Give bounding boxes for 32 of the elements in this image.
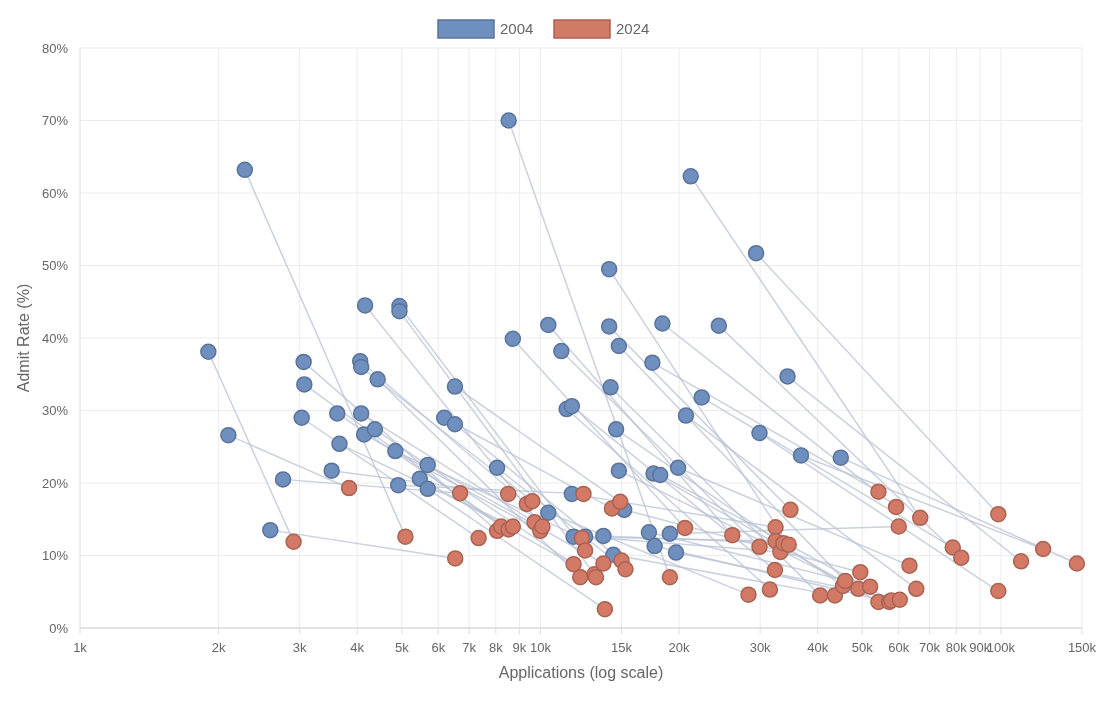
y-tick-label: 70% [41,113,69,128]
x-axis-title: Applications (log scale) [498,664,664,681]
x-tick-label: 40k [807,640,829,655]
x-tick-label: 60k [888,640,910,655]
x-tick-label: 15k [611,640,633,655]
x-tick-label: 8k [488,640,504,655]
y-tick-label: 50% [41,258,69,273]
x-tick-label: 80k [945,640,968,655]
x-tick-label: 9k [512,640,527,655]
y-tick-label: 0% [49,620,69,636]
y-tick-label: 60% [41,185,69,201]
legend-label: 2004 [500,20,534,37]
x-tick-label: 6k [431,640,446,655]
y-axis-title: Admit Rate (%) [15,283,32,393]
x-tick-label: 30k [749,640,772,655]
legend-label: 2024 [616,20,650,37]
x-tick-label: 10k [529,640,552,655]
x-tick-label: 1k [73,640,88,655]
x-tick-label: 4k [350,640,365,655]
y-tick-label: 40% [41,330,69,346]
x-tick-label: 5k [394,640,410,655]
x-tick-label: 2k [211,640,226,655]
x-tick-label: 20k [668,640,691,655]
y-tick-label: 20% [41,475,69,491]
y-tick-label: 80% [41,40,69,56]
x-tick-label: 150k [1067,640,1097,655]
x-tick-label: 70k [919,640,941,655]
y-tick-label: 10% [41,548,69,563]
y-tick-label: 30% [41,403,69,418]
x-tick-label: 50k [851,640,874,655]
x-tick-label: 3k [292,640,308,655]
x-tick-label: 7k [462,640,477,655]
